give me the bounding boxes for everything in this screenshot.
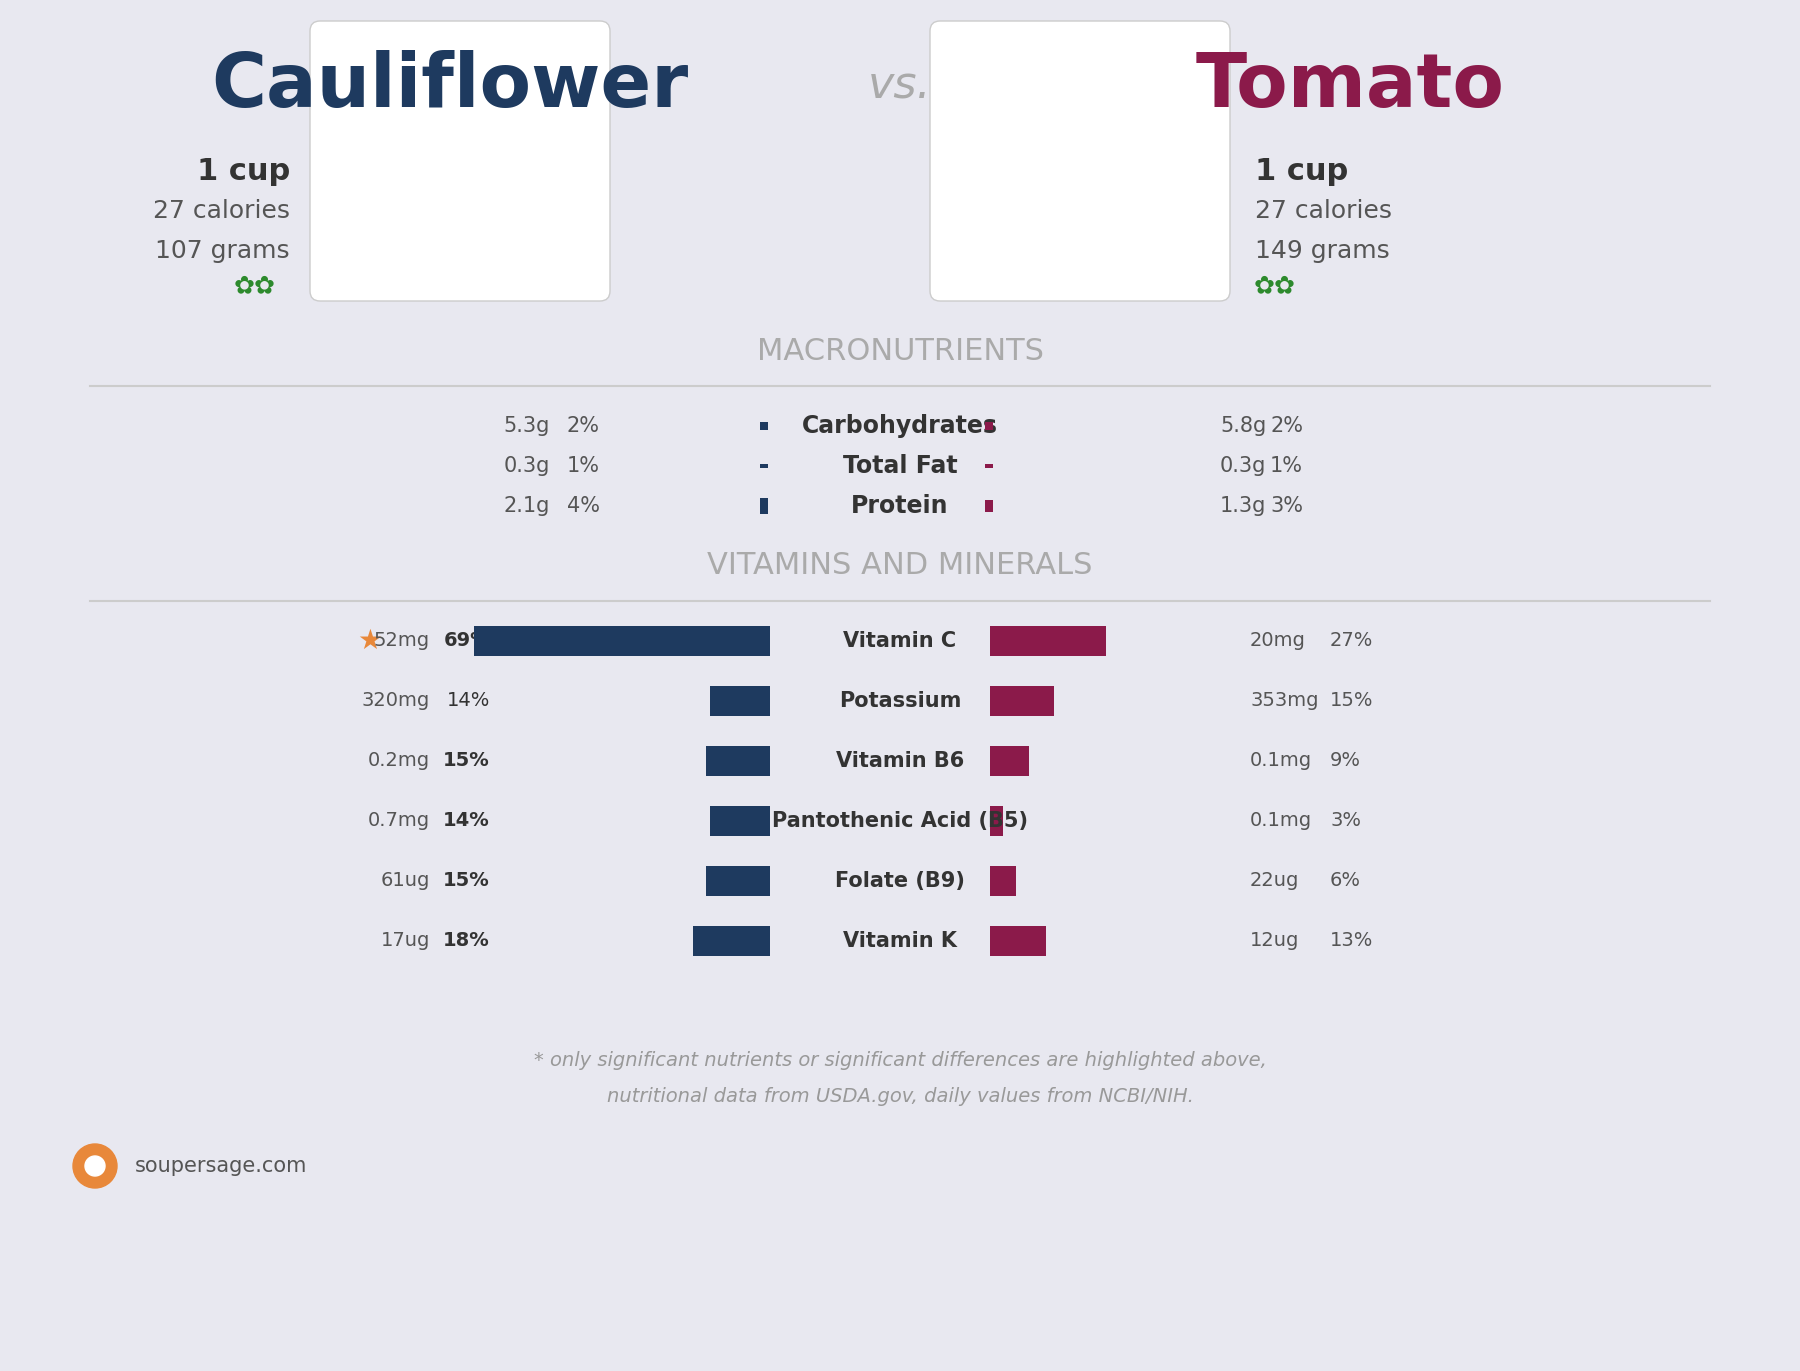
Text: Folate (B9): Folate (B9) — [835, 871, 965, 891]
Text: 1%: 1% — [567, 457, 599, 476]
Text: 18%: 18% — [443, 931, 490, 950]
Text: 9%: 9% — [1330, 751, 1361, 771]
Bar — [985, 500, 994, 511]
Circle shape — [74, 1143, 117, 1189]
Text: 0.3g: 0.3g — [504, 457, 551, 476]
Text: 27 calories: 27 calories — [1255, 199, 1391, 223]
Text: 61ug: 61ug — [380, 872, 430, 891]
Bar — [990, 925, 1046, 956]
Text: 0.1mg: 0.1mg — [1249, 751, 1312, 771]
Text: 6%: 6% — [1330, 872, 1361, 891]
Bar — [706, 746, 770, 776]
Text: Protein: Protein — [851, 494, 949, 518]
Text: MACRONUTRIENTS: MACRONUTRIENTS — [756, 336, 1044, 366]
Bar — [760, 463, 769, 468]
Text: 5.8g: 5.8g — [1220, 415, 1265, 436]
Text: 0.2mg: 0.2mg — [367, 751, 430, 771]
Text: 15%: 15% — [443, 751, 490, 771]
Bar — [709, 686, 770, 716]
Text: 353mg: 353mg — [1249, 691, 1318, 710]
Bar — [990, 627, 1105, 655]
Text: 149 grams: 149 grams — [1255, 239, 1390, 263]
Bar — [990, 686, 1055, 716]
Text: Vitamin B6: Vitamin B6 — [835, 751, 965, 771]
FancyBboxPatch shape — [310, 21, 610, 302]
Text: 20mg: 20mg — [1249, 632, 1305, 650]
Text: 14%: 14% — [443, 812, 490, 831]
Text: 1 cup: 1 cup — [1255, 156, 1348, 185]
Text: 0.3g: 0.3g — [1220, 457, 1267, 476]
Text: 0.7mg: 0.7mg — [367, 812, 430, 831]
FancyBboxPatch shape — [931, 21, 1229, 302]
Text: 12ug: 12ug — [1249, 931, 1300, 950]
Text: 1%: 1% — [1271, 457, 1303, 476]
Text: 1 cup: 1 cup — [196, 156, 290, 185]
Text: * only significant nutrients or significant differences are highlighted above,: * only significant nutrients or signific… — [533, 1052, 1267, 1071]
Text: 2%: 2% — [1271, 415, 1303, 436]
Text: soupersage.com: soupersage.com — [135, 1156, 308, 1176]
Bar — [760, 498, 769, 514]
Text: VITAMINS AND MINERALS: VITAMINS AND MINERALS — [707, 551, 1093, 580]
Text: 5.3g: 5.3g — [504, 415, 551, 436]
Text: Vitamin C: Vitamin C — [844, 631, 956, 651]
Bar — [990, 746, 1028, 776]
Text: ✿✿: ✿✿ — [234, 274, 275, 298]
Text: 320mg: 320mg — [362, 691, 430, 710]
Bar — [990, 866, 1015, 897]
Text: 4%: 4% — [567, 496, 599, 515]
Bar — [709, 806, 770, 836]
Text: 14%: 14% — [446, 691, 490, 710]
Bar — [706, 866, 770, 897]
Text: 0.1mg: 0.1mg — [1249, 812, 1312, 831]
Text: Total Fat: Total Fat — [842, 454, 958, 478]
Bar — [985, 422, 994, 430]
Text: Vitamin K: Vitamin K — [842, 931, 958, 951]
Text: 3%: 3% — [1330, 812, 1361, 831]
Text: 15%: 15% — [443, 872, 490, 891]
Text: 3%: 3% — [1271, 496, 1303, 515]
Text: 2.1g: 2.1g — [504, 496, 551, 515]
Bar — [693, 925, 770, 956]
Text: 107 grams: 107 grams — [155, 239, 290, 263]
Text: 69%: 69% — [443, 632, 490, 650]
Text: 1.3g: 1.3g — [1220, 496, 1267, 515]
Text: 22ug: 22ug — [1249, 872, 1300, 891]
Text: Carbohydrates: Carbohydrates — [803, 414, 997, 437]
Text: nutritional data from USDA.gov, daily values from NCBI/NIH.: nutritional data from USDA.gov, daily va… — [607, 1086, 1193, 1105]
Text: vs.: vs. — [868, 64, 932, 107]
Text: Pantothenic Acid (B5): Pantothenic Acid (B5) — [772, 812, 1028, 831]
Bar — [990, 806, 1003, 836]
Text: 52mg: 52mg — [374, 632, 430, 650]
Text: 15%: 15% — [1330, 691, 1373, 710]
Text: 27 calories: 27 calories — [153, 199, 290, 223]
Text: 13%: 13% — [1330, 931, 1373, 950]
Circle shape — [85, 1156, 104, 1176]
Text: 2%: 2% — [567, 415, 599, 436]
Text: Potassium: Potassium — [839, 691, 961, 712]
Text: 27%: 27% — [1330, 632, 1373, 650]
Text: Cauliflower: Cauliflower — [211, 49, 689, 122]
Text: Tomato: Tomato — [1195, 49, 1505, 122]
Bar — [760, 422, 769, 430]
Bar — [985, 463, 994, 468]
Text: ★: ★ — [358, 627, 382, 655]
Text: 17ug: 17ug — [380, 931, 430, 950]
Text: ✿✿: ✿✿ — [1255, 274, 1296, 298]
Bar — [473, 627, 770, 655]
